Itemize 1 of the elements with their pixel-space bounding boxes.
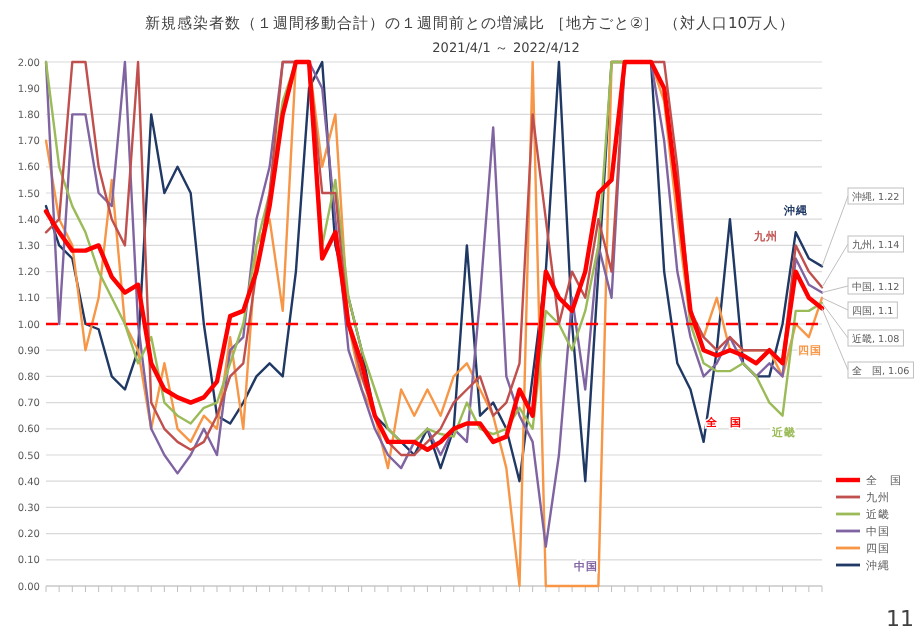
text: 11 [886,606,914,632]
